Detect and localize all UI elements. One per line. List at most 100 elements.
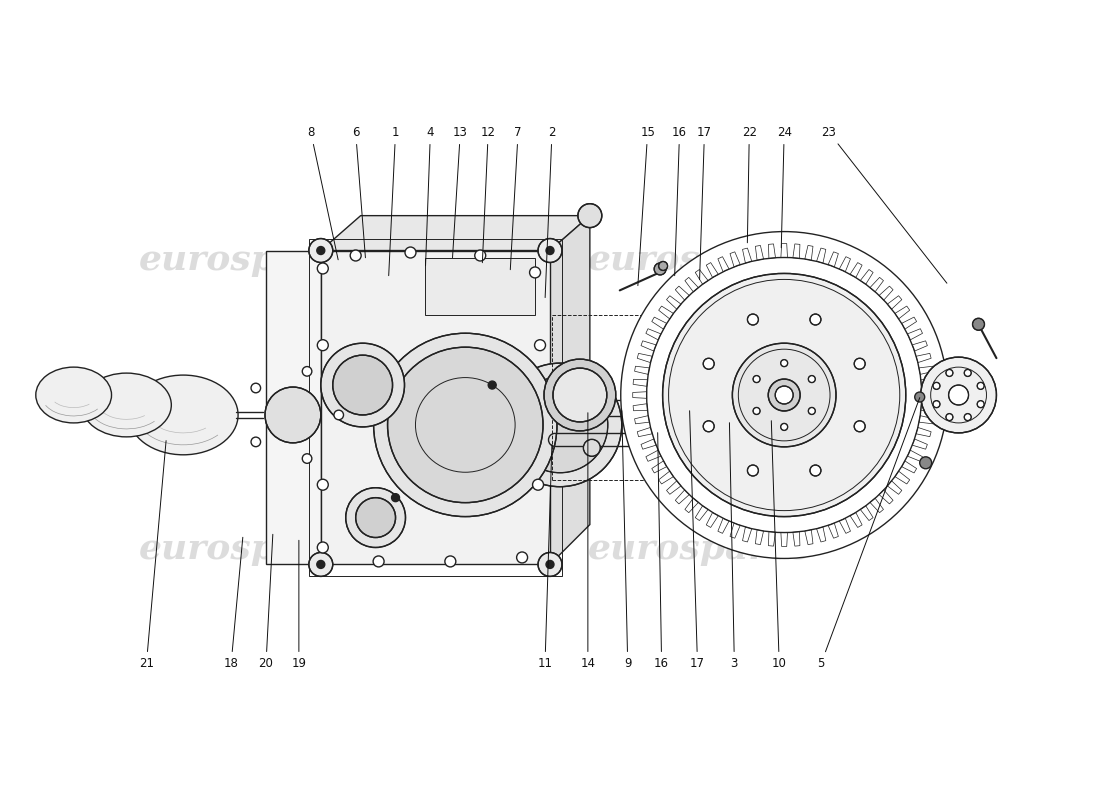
- Circle shape: [392, 494, 399, 502]
- Ellipse shape: [129, 375, 238, 455]
- Polygon shape: [685, 278, 698, 292]
- Polygon shape: [685, 498, 698, 513]
- Circle shape: [808, 407, 815, 414]
- Polygon shape: [756, 530, 763, 545]
- Polygon shape: [888, 481, 902, 494]
- Text: 13: 13: [452, 126, 468, 258]
- Polygon shape: [742, 248, 751, 263]
- Polygon shape: [908, 329, 923, 340]
- Polygon shape: [634, 379, 648, 386]
- Polygon shape: [675, 286, 690, 300]
- Polygon shape: [659, 471, 673, 484]
- Circle shape: [733, 343, 836, 447]
- Circle shape: [620, 231, 947, 558]
- Polygon shape: [870, 278, 883, 292]
- Circle shape: [654, 263, 667, 275]
- Circle shape: [747, 465, 758, 476]
- Circle shape: [977, 382, 985, 390]
- Circle shape: [265, 387, 321, 443]
- Text: eurospares: eurospares: [587, 533, 812, 566]
- Circle shape: [309, 553, 333, 576]
- Circle shape: [488, 381, 496, 389]
- Polygon shape: [816, 248, 826, 263]
- Polygon shape: [860, 270, 873, 284]
- Circle shape: [538, 553, 562, 576]
- Circle shape: [946, 414, 953, 421]
- Circle shape: [810, 314, 821, 325]
- Circle shape: [309, 238, 333, 262]
- Circle shape: [333, 355, 393, 415]
- Polygon shape: [921, 379, 935, 386]
- Polygon shape: [426, 258, 535, 315]
- Polygon shape: [850, 262, 862, 278]
- Polygon shape: [839, 518, 850, 534]
- Polygon shape: [646, 329, 661, 340]
- Text: 6: 6: [352, 126, 365, 258]
- Polygon shape: [805, 246, 813, 260]
- Text: 8: 8: [307, 126, 338, 260]
- Polygon shape: [895, 306, 910, 319]
- Circle shape: [513, 377, 608, 473]
- Text: 16: 16: [654, 433, 669, 670]
- Circle shape: [948, 385, 968, 405]
- Circle shape: [546, 561, 554, 569]
- Text: 17: 17: [697, 126, 712, 280]
- Circle shape: [768, 379, 800, 411]
- Polygon shape: [635, 416, 649, 424]
- Polygon shape: [781, 243, 788, 258]
- Circle shape: [302, 366, 311, 376]
- Polygon shape: [321, 250, 550, 565]
- Text: eurospares: eurospares: [140, 243, 363, 278]
- Polygon shape: [902, 317, 916, 329]
- Polygon shape: [922, 392, 936, 398]
- Text: 15: 15: [638, 126, 656, 286]
- Circle shape: [498, 363, 622, 486]
- Circle shape: [535, 340, 546, 350]
- Circle shape: [810, 465, 821, 476]
- Circle shape: [754, 407, 760, 414]
- Text: 23: 23: [822, 126, 947, 283]
- Polygon shape: [918, 366, 934, 374]
- Polygon shape: [756, 246, 763, 260]
- Circle shape: [334, 410, 343, 420]
- Polygon shape: [659, 306, 673, 319]
- Circle shape: [977, 401, 985, 408]
- Circle shape: [251, 383, 261, 393]
- Circle shape: [933, 401, 940, 408]
- Polygon shape: [850, 513, 862, 527]
- Polygon shape: [769, 532, 776, 546]
- Circle shape: [302, 454, 311, 463]
- Circle shape: [317, 246, 324, 254]
- Polygon shape: [902, 461, 916, 473]
- Polygon shape: [918, 416, 934, 424]
- Circle shape: [475, 250, 486, 261]
- Text: 21: 21: [139, 441, 166, 670]
- Circle shape: [946, 370, 953, 377]
- Circle shape: [703, 358, 714, 370]
- Polygon shape: [912, 341, 927, 351]
- Circle shape: [659, 262, 668, 270]
- Text: 16: 16: [672, 126, 688, 276]
- Circle shape: [532, 479, 543, 490]
- Polygon shape: [839, 257, 850, 272]
- Circle shape: [321, 343, 405, 427]
- Polygon shape: [793, 532, 800, 546]
- Polygon shape: [632, 392, 647, 398]
- Circle shape: [933, 382, 940, 390]
- Text: 2: 2: [546, 126, 556, 298]
- Text: 5: 5: [817, 398, 920, 670]
- Circle shape: [553, 368, 607, 422]
- Polygon shape: [646, 450, 661, 462]
- Circle shape: [538, 238, 562, 262]
- Polygon shape: [652, 461, 667, 473]
- Circle shape: [855, 421, 866, 432]
- Circle shape: [387, 347, 543, 502]
- Circle shape: [355, 498, 396, 538]
- Circle shape: [546, 246, 554, 254]
- Circle shape: [317, 263, 328, 274]
- Circle shape: [583, 439, 601, 456]
- Polygon shape: [675, 490, 690, 504]
- Text: 18: 18: [223, 538, 243, 670]
- Polygon shape: [816, 527, 826, 542]
- Circle shape: [345, 488, 406, 547]
